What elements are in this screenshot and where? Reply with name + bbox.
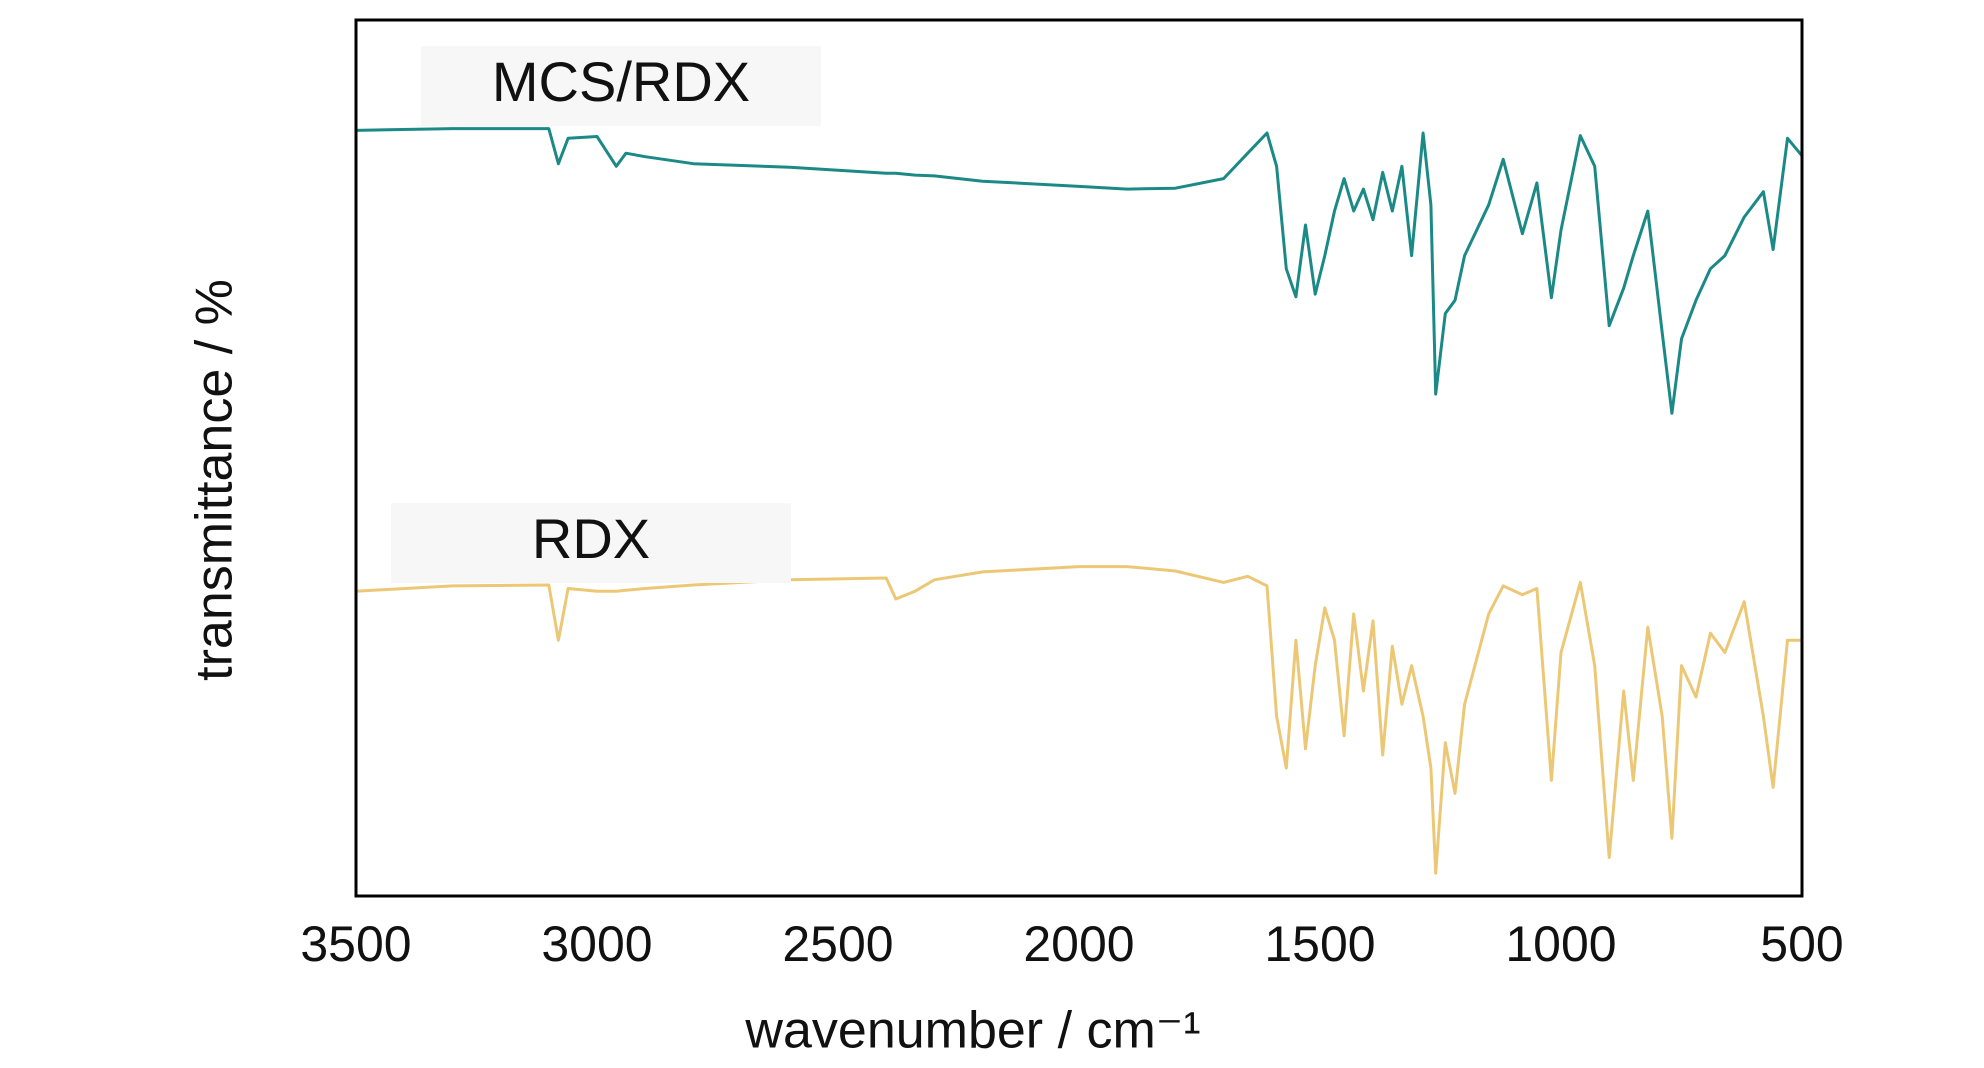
plot-frame — [354, 18, 1804, 898]
x-axis-title: wavenumber / cm⁻¹ — [744, 1002, 1200, 1060]
x-tick-label: 3500 — [300, 916, 411, 972]
label-background — [421, 46, 821, 126]
series-label: RDX — [532, 507, 650, 570]
label-background — [391, 503, 791, 583]
x-tick-label: 3000 — [541, 916, 652, 972]
x-tick-label: 2000 — [1023, 916, 1134, 972]
y-axis-title: transmittance / % — [186, 279, 244, 681]
spectrum-line — [355, 565, 1802, 875]
x-tick-label: 500 — [1760, 916, 1843, 972]
spectrum-line — [355, 127, 1804, 415]
series-label: MCS/RDX — [492, 50, 750, 113]
x-tick-label: 2500 — [782, 916, 893, 972]
x-tick-label: 1500 — [1264, 916, 1375, 972]
x-tick-label: 1000 — [1505, 916, 1616, 972]
